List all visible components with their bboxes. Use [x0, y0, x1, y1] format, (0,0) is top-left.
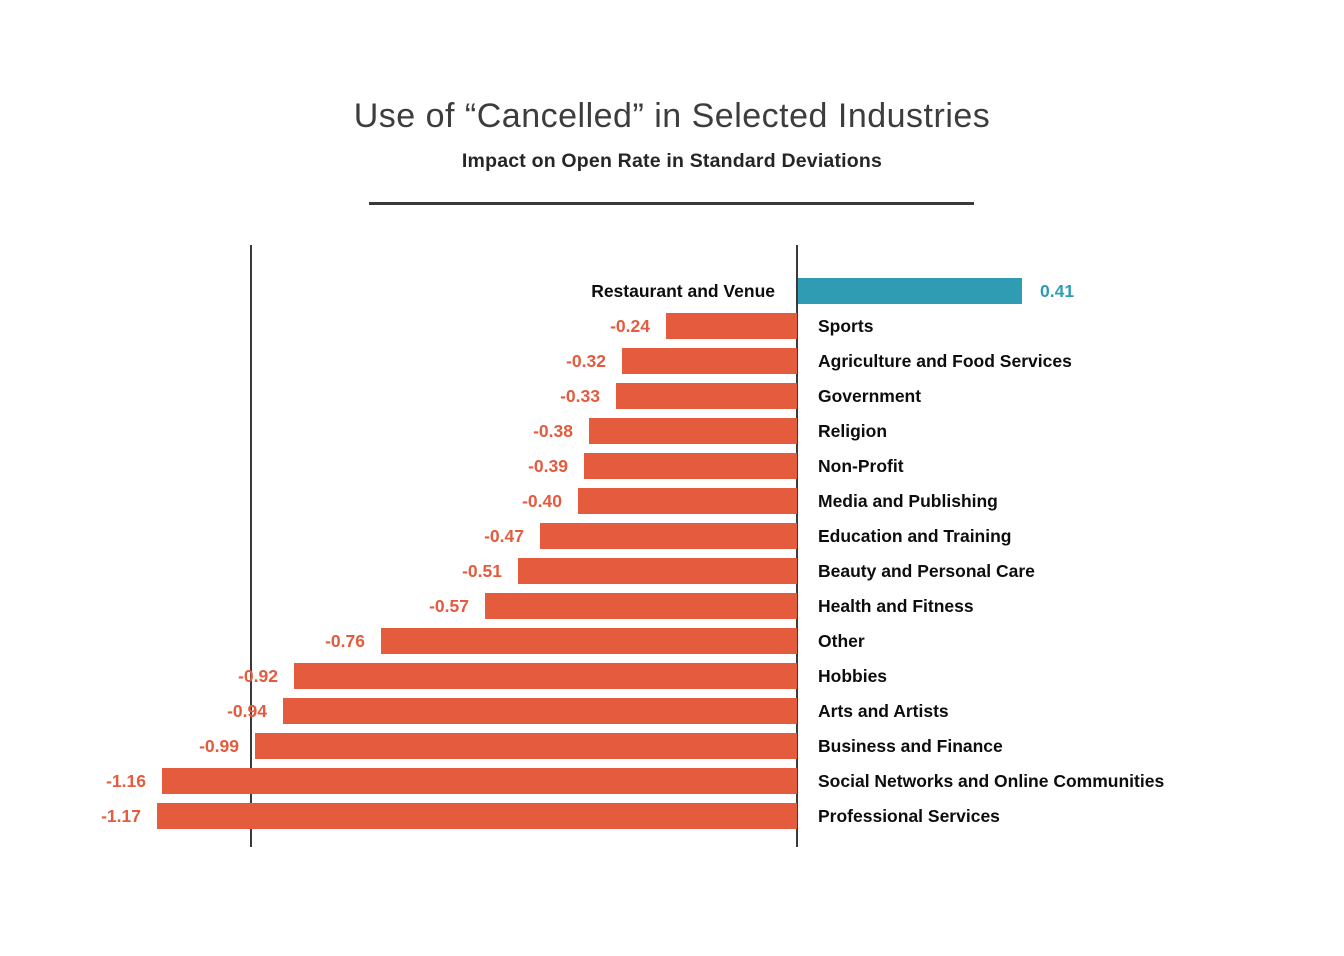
bar — [584, 453, 797, 479]
category-label: Business and Finance — [818, 736, 1003, 756]
category-label: Beauty and Personal Care — [818, 561, 1035, 581]
category-label: Hobbies — [818, 666, 888, 686]
value-label: -0.39 — [528, 456, 568, 476]
value-label: -0.40 — [522, 491, 562, 511]
bar — [616, 383, 797, 409]
category-label: Education and Training — [818, 526, 1012, 546]
category-label: Sports — [818, 316, 874, 336]
category-label: Restaurant and Venue — [591, 281, 775, 301]
bar — [157, 803, 797, 829]
bar — [666, 313, 797, 339]
category-label: Religion — [818, 421, 888, 441]
value-label: -1.16 — [106, 771, 146, 791]
bar — [294, 663, 797, 689]
bar — [255, 733, 797, 759]
value-label: -0.24 — [610, 316, 650, 336]
bar — [283, 698, 797, 724]
chart-subtitle: Impact on Open Rate in Standard Deviatio… — [461, 150, 883, 172]
bar — [162, 768, 797, 794]
value-label: -0.99 — [199, 736, 239, 756]
value-label: -1.17 — [101, 806, 141, 826]
value-label: -0.47 — [484, 526, 524, 546]
category-label: Non-Profit — [818, 456, 904, 476]
title-divider-line — [369, 202, 974, 205]
category-label: Professional Services — [818, 806, 1000, 826]
category-label: Other — [818, 631, 865, 651]
category-label: Arts and Artists — [818, 701, 949, 721]
value-label: -0.92 — [238, 666, 278, 686]
bar — [589, 418, 797, 444]
bar — [578, 488, 797, 514]
value-label: -0.32 — [566, 351, 606, 371]
category-label: Government — [818, 386, 922, 406]
category-label: Agriculture and Food Services — [818, 351, 1072, 371]
value-label: 0.41 — [1040, 281, 1075, 301]
value-label: -0.57 — [429, 596, 469, 616]
bar — [381, 628, 797, 654]
bar — [798, 278, 1022, 304]
bar — [540, 523, 797, 549]
bar — [518, 558, 797, 584]
value-label: -0.94 — [227, 701, 267, 721]
category-label: Social Networks and Online Communities — [818, 771, 1165, 791]
bar — [485, 593, 797, 619]
bar — [622, 348, 797, 374]
value-label: -0.51 — [462, 561, 502, 581]
reference-line-minus-one — [250, 245, 252, 847]
category-label: Media and Publishing — [818, 491, 998, 511]
chart-title: Use of “Cancelled” in Selected Industrie… — [353, 97, 991, 135]
value-label: -0.76 — [325, 631, 365, 651]
value-label: -0.38 — [533, 421, 573, 441]
value-label: -0.33 — [560, 386, 600, 406]
zero-axis-line — [796, 245, 798, 847]
category-label: Health and Fitness — [818, 596, 974, 616]
